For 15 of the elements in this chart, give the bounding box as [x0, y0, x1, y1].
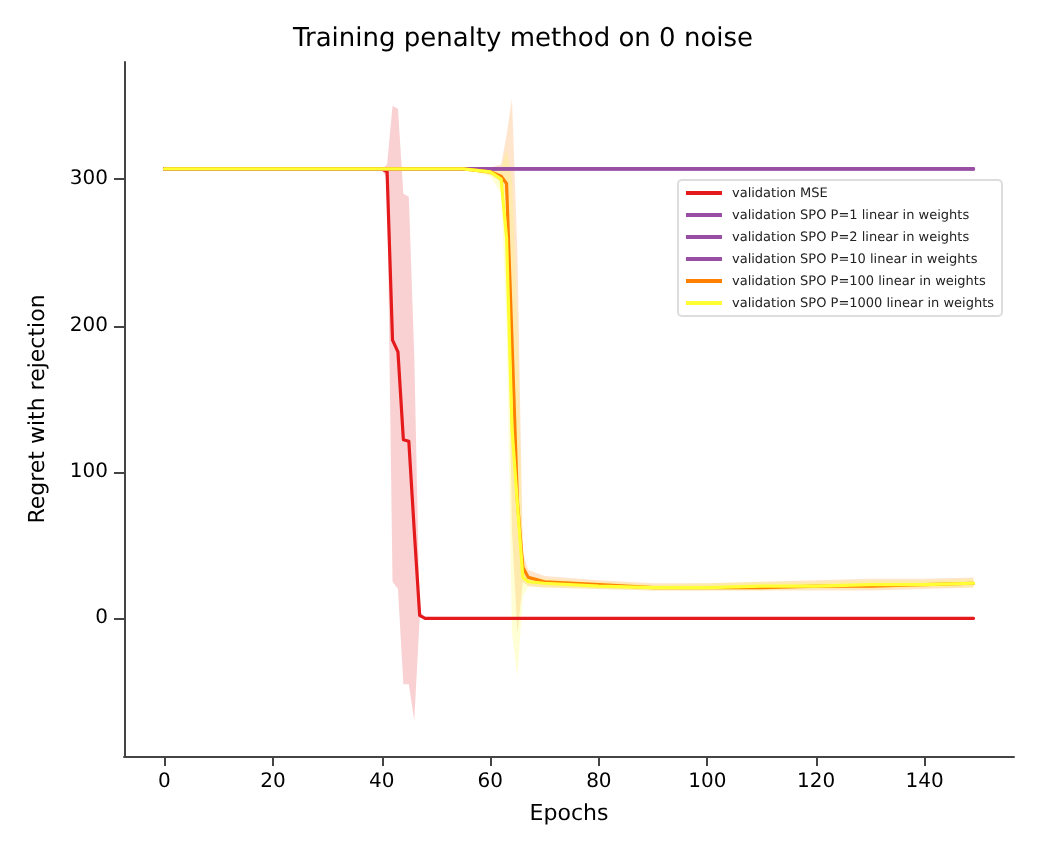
x-tick-label: 80 [586, 771, 612, 793]
x-tick-label: 20 [260, 771, 286, 793]
x-axis-title: Epochs [529, 799, 609, 826]
y-tick-label: 200 [69, 314, 108, 337]
x-tick-label: 100 [688, 771, 727, 793]
chart-title: Training penalty method on 0 noise [290, 24, 754, 54]
x-tick-label: 60 [477, 771, 503, 793]
x-tick-label: 120 [796, 771, 836, 793]
y-tick-label: 100 [69, 460, 108, 483]
x-tick-label: 40 [368, 771, 395, 793]
x-tick-label: 140 [905, 771, 944, 793]
x-tick-label: 0 [158, 771, 171, 793]
y-tick-label: 300 [69, 168, 108, 191]
y-axis-title: Regret with rejection [24, 294, 50, 524]
y-tick-label: 0 [95, 607, 108, 630]
